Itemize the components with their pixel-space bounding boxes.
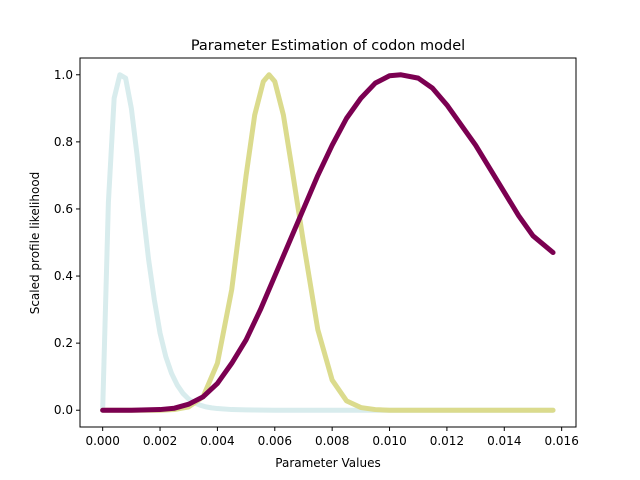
x-tick-label: 0.012	[430, 434, 464, 448]
y-tick-label: 0.2	[54, 336, 73, 350]
y-tick-label: 0.0	[54, 403, 73, 417]
y-tick-label: 0.6	[54, 202, 73, 216]
y-tick-label: 0.4	[54, 269, 73, 283]
x-axis-label: Parameter Values	[275, 456, 380, 470]
axes-layer: 0.000 0.002 0.004 0.006 0.008 0.010 0.012 0.014…	[54, 57, 579, 448]
y-tick-label: 1.0	[54, 68, 73, 82]
x-tick-label: 0.000	[85, 434, 119, 448]
y-axis-label: Scaled profile likelihood	[28, 172, 42, 315]
x-tick-label: 0.010	[372, 434, 406, 448]
x-tick-label: 0.016	[544, 434, 578, 448]
x-tick-label: 0.006	[258, 434, 292, 448]
x-tick-label: 0.002	[143, 434, 177, 448]
x-tick-label: 0.014	[487, 434, 521, 448]
chart-title: Parameter Estimation of codon model	[191, 38, 465, 54]
axes-frame	[79, 57, 577, 428]
y-tick-label: 0.8	[54, 135, 73, 149]
series-layer	[100, 72, 556, 413]
x-tick-label: 0.004	[200, 434, 234, 448]
series-line-1	[100, 72, 556, 413]
x-tick-label: 0.008	[315, 434, 349, 448]
series-line-3	[100, 72, 556, 413]
